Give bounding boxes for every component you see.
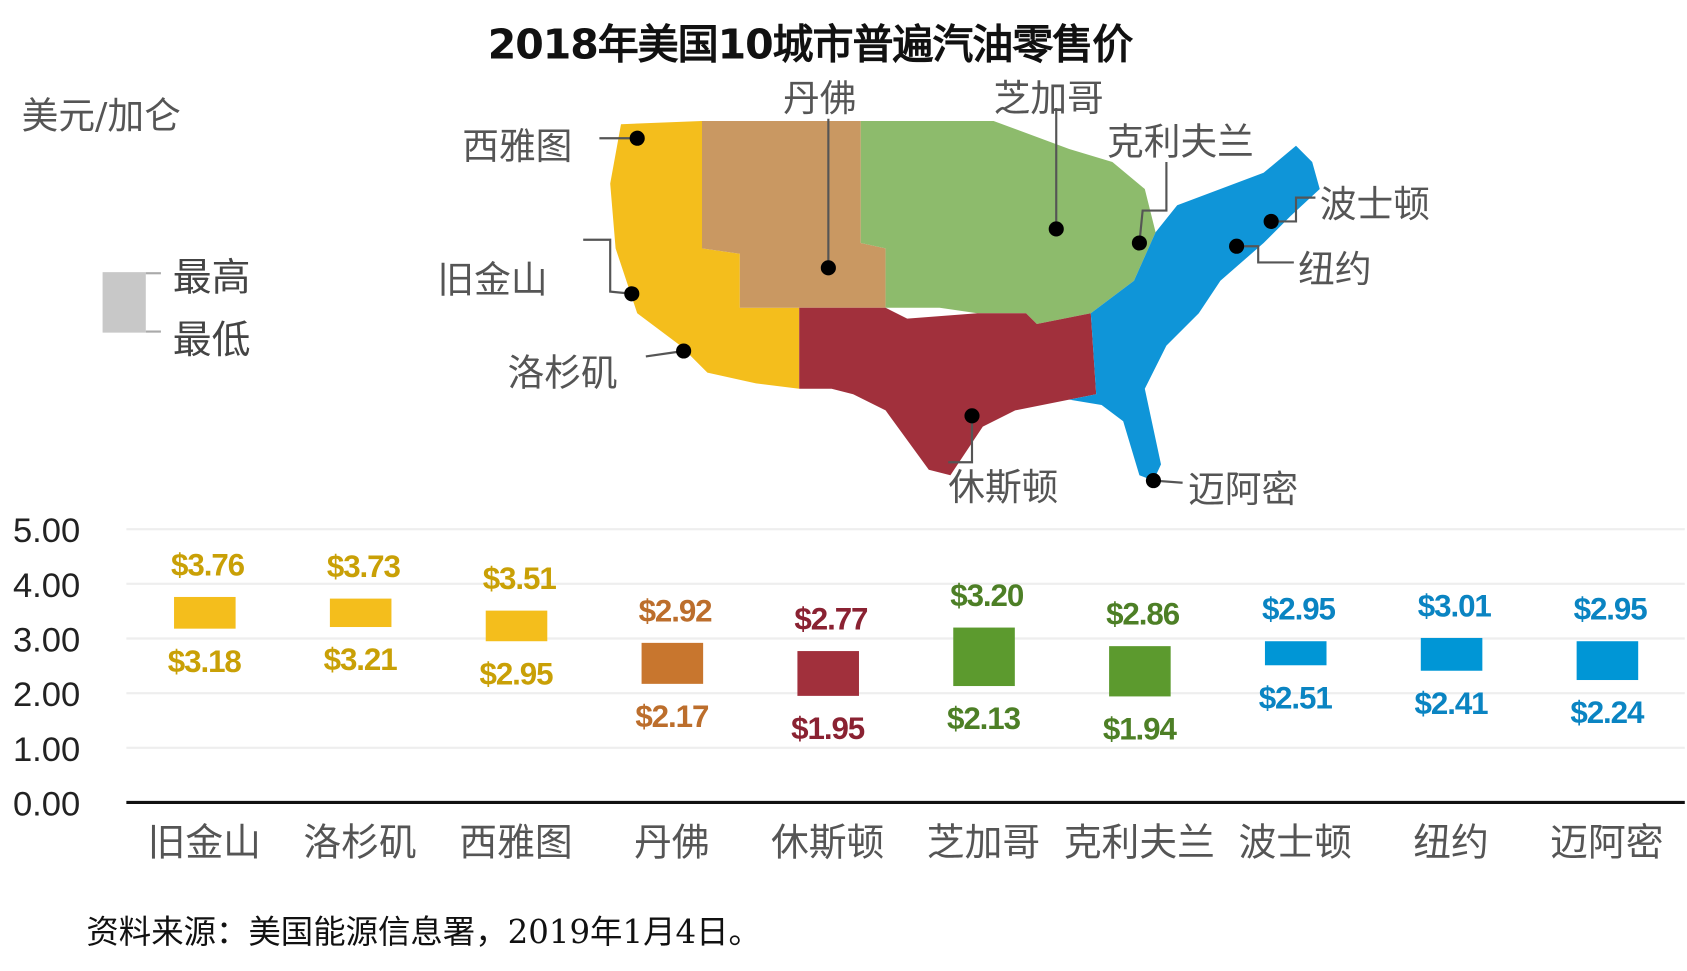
high-value-label: $3.01	[1418, 588, 1492, 623]
map-region-west	[610, 120, 800, 389]
high-value-label: $3.76	[171, 547, 245, 582]
legend-low-label: 最低	[172, 318, 251, 363]
bars: $3.76 $3.18 $3.73 $3.21 $3.51 $2.95 $2.92 $2.17…	[168, 547, 1649, 747]
high-value-label: $2.77	[794, 601, 868, 636]
x-tick-label: 迈阿密	[1550, 820, 1663, 864]
legend-swatch	[102, 272, 146, 333]
x-tick-label: 波士顿	[1238, 820, 1351, 864]
map-region-gulf	[799, 307, 1097, 476]
map-label-seattle: 西雅图	[462, 125, 573, 169]
y-tick-label: 4.00	[13, 567, 80, 605]
range-bar	[1109, 646, 1171, 697]
x-tick-label: 洛杉矶	[303, 820, 416, 864]
map-label-los-angeles: 洛杉矶	[507, 352, 618, 396]
x-tick-label: 休斯顿	[771, 820, 884, 864]
city-dot-cleveland	[1131, 235, 1147, 251]
city-dot-new-york	[1229, 238, 1245, 254]
map-region-east	[1069, 145, 1320, 481]
legend-low-tick	[145, 330, 161, 333]
low-value-label: $2.13	[947, 701, 1021, 736]
map-region-rocky	[702, 120, 886, 308]
us-region-map	[583, 108, 1320, 489]
low-value-label: $2.95	[479, 656, 553, 691]
map-label-miami: 迈阿密	[1188, 468, 1299, 512]
x-tick-label: 纽约	[1413, 820, 1489, 864]
y-tick-label: 2.00	[13, 676, 80, 714]
high-value-label: $3.20	[950, 578, 1024, 613]
range-bar	[485, 610, 548, 642]
city-dots	[624, 130, 1279, 489]
range-bar	[174, 596, 236, 629]
range-bar	[1576, 641, 1639, 681]
city-dot-houston	[964, 408, 980, 424]
map-label-san-francisco: 旧金山	[437, 259, 548, 303]
low-value-label: $2.51	[1259, 680, 1333, 715]
chart-title: 2018年美国10城市普遍汽油零售价	[487, 20, 1133, 69]
high-value-label: $2.95	[1574, 592, 1648, 627]
y-tick-label: 3.00	[13, 621, 80, 659]
legend-high-tick	[145, 272, 161, 275]
y-tick-label: 0.00	[13, 785, 80, 823]
map-label-cleveland: 克利夫兰	[1107, 120, 1254, 165]
range-bar	[1420, 637, 1483, 671]
city-dot-miami	[1145, 473, 1161, 489]
low-value-label: $2.24	[1570, 695, 1645, 730]
map-leader-lines	[583, 108, 1316, 484]
city-dot-los-angeles	[676, 343, 692, 359]
y-tick-labels: 0.00 1.00 2.00 3.00 4.00 5.00	[13, 512, 80, 823]
range-bar	[797, 651, 859, 696]
x-tick-labels: 旧金山 洛杉矶 西雅图 丹佛 休斯顿 芝加哥 克利夫兰 波士顿 纽约 迈阿密	[148, 820, 1664, 864]
map-label-denver: 丹佛	[783, 77, 857, 121]
gridlines	[126, 528, 1685, 805]
city-dot-seattle	[629, 130, 645, 146]
city-dot-san-francisco	[624, 286, 640, 302]
city-dot-denver	[820, 260, 836, 276]
low-value-label: $1.94	[1103, 712, 1178, 747]
high-value-label: $3.51	[483, 561, 557, 596]
high-value-label: $2.95	[1262, 592, 1336, 627]
x-tick-label: 旧金山	[148, 820, 261, 864]
range-bar	[329, 598, 392, 628]
map-label-houston: 休斯顿	[948, 466, 1059, 510]
map-label-boston: 波士顿	[1319, 183, 1430, 227]
legend-high-label: 最高	[172, 255, 251, 301]
map-label-chicago: 芝加哥	[993, 77, 1104, 121]
x-tick-label: 西雅图	[459, 820, 572, 864]
low-value-label: $2.41	[1415, 686, 1489, 721]
x-tick-label: 丹佛	[634, 820, 710, 864]
low-value-label: $2.17	[635, 699, 709, 734]
low-value-label: $3.21	[324, 642, 398, 677]
high-value-label: $3.73	[327, 549, 401, 584]
map-region-midwest	[860, 120, 1156, 324]
range-bar	[641, 642, 704, 684]
source-note: 资料来源：美国能源信息署，2019年1月4日。	[86, 913, 761, 952]
high-value-label: $2.92	[639, 593, 713, 628]
y-tick-label: 5.00	[13, 512, 80, 550]
city-dot-chicago	[1048, 221, 1064, 237]
range-bar	[953, 627, 1015, 687]
x-tick-label: 芝加哥	[927, 820, 1040, 864]
map-label-new-york: 纽约	[1298, 248, 1372, 292]
city-dot-boston	[1263, 213, 1279, 229]
low-value-label: $1.95	[791, 711, 865, 746]
x-tick-label: 克利夫兰	[1064, 820, 1215, 864]
high-value-label: $2.86	[1106, 597, 1180, 632]
y-tick-label: 1.00	[13, 731, 80, 769]
y-axis-unit-label: 美元/加仑	[21, 95, 181, 139]
low-value-label: $3.18	[168, 644, 242, 679]
range-bar	[1264, 641, 1327, 666]
